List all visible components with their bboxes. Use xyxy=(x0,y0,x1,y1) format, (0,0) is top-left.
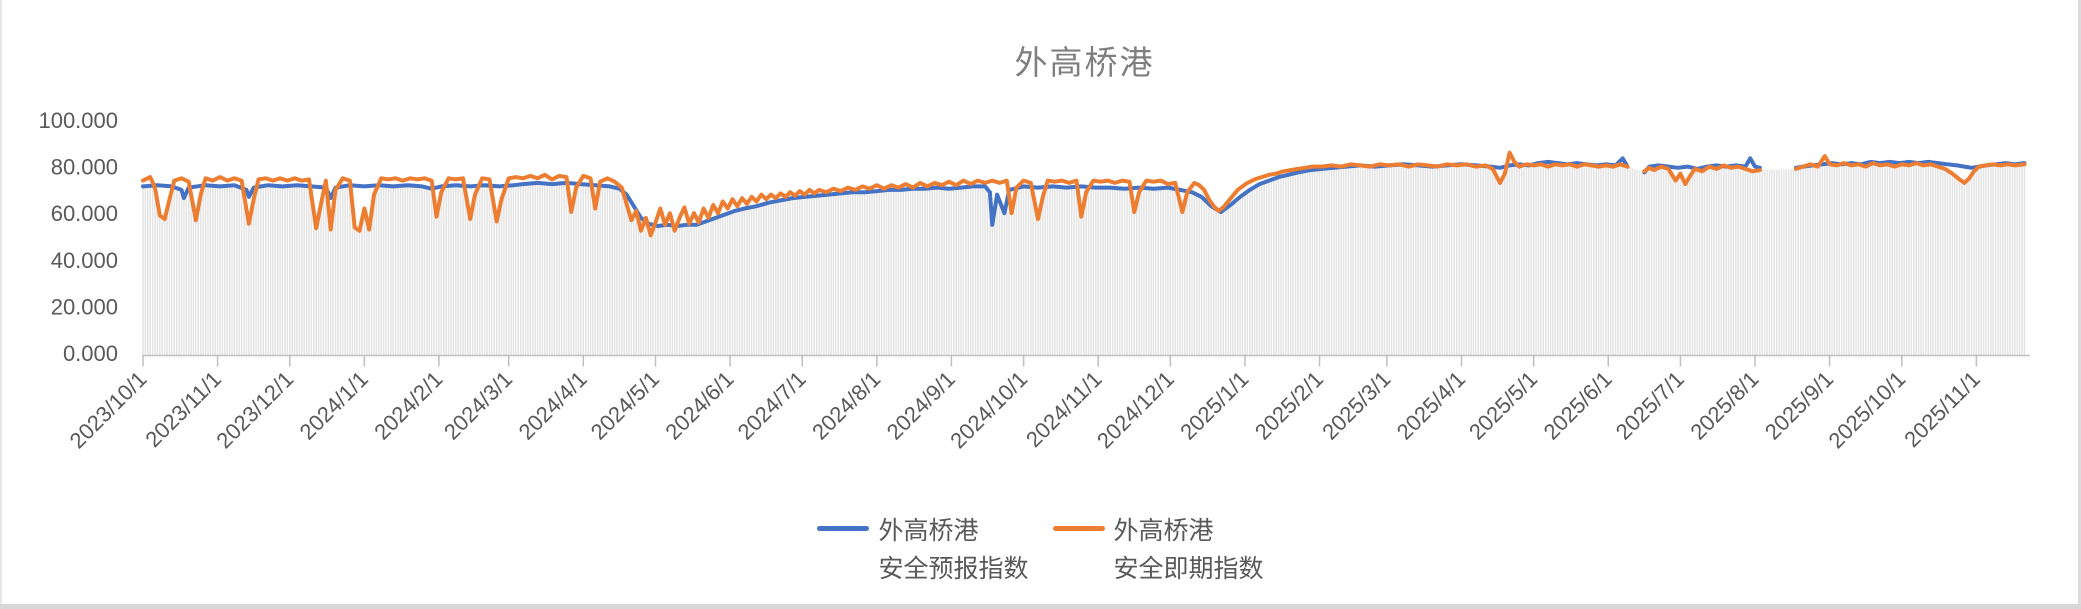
x-axis-label: 2024/2/1 xyxy=(369,366,447,444)
legend-entry-forecast[interactable]: 外高桥港 安全预报指数 xyxy=(817,512,1029,588)
legend-label-forecast-line1: 外高桥港 xyxy=(878,517,979,545)
x-axis-label: 2024/11/1 xyxy=(1021,366,1107,452)
y-axis-label: 60.000 xyxy=(51,201,118,226)
x-axis-label: 2024/4/1 xyxy=(514,366,592,444)
x-axis-label: 2023/11/1 xyxy=(140,366,226,452)
legend-line-swatch-orange xyxy=(1052,526,1105,531)
legend-line-swatch-blue xyxy=(817,526,870,531)
daily-bars xyxy=(142,163,2026,355)
x-axis-label: 2024/6/1 xyxy=(660,366,738,444)
y-axis-label: 40.000 xyxy=(51,248,118,273)
x-axis-label: 2025/8/1 xyxy=(1685,366,1763,444)
x-axis-label: 2024/8/1 xyxy=(807,366,885,444)
x-axis-label: 2024/5/1 xyxy=(586,366,664,444)
x-axis-label: 2024/3/1 xyxy=(439,366,517,444)
x-axis-label: 2024/1/1 xyxy=(295,366,373,444)
legend-label-forecast-line2: 安全预报指数 xyxy=(878,555,1029,583)
window-edge-right xyxy=(2078,0,2081,609)
x-axis-label: 2025/2/1 xyxy=(1250,366,1328,444)
x-axis-label: 2025/5/1 xyxy=(1464,366,1542,444)
legend-label-spot-line2: 安全即期指数 xyxy=(1113,555,1264,583)
x-axis-label: 2024/10/1 xyxy=(945,366,1032,453)
x-axis-label: 2024/7/1 xyxy=(733,366,811,444)
chart-legend: 外高桥港 安全预报指数 外高桥港 安全即期指数 xyxy=(0,512,2081,588)
series-line-spot xyxy=(141,150,2027,238)
legend-entry-spot[interactable]: 外高桥港 安全即期指数 xyxy=(1052,512,1264,588)
x-axis-label: 2025/11/1 xyxy=(1899,366,1985,452)
legend-label-spot-line1: 外高桥港 xyxy=(1113,517,1214,545)
y-axis-label: 80.000 xyxy=(51,155,118,180)
x-axis-label: 2025/7/1 xyxy=(1611,366,1689,444)
x-axis-label: 2025/3/1 xyxy=(1317,366,1395,444)
x-axis-label: 2025/6/1 xyxy=(1539,366,1617,444)
x-axis-label: 2023/10/1 xyxy=(65,366,152,453)
x-axis-label: 2024/12/1 xyxy=(1092,366,1179,453)
x-axis-label: 2025/4/1 xyxy=(1392,366,1470,444)
x-axis-label: 2023/12/1 xyxy=(211,366,298,453)
chart-title: 外高桥港 xyxy=(1014,44,1155,81)
y-axis-label: 0.000 xyxy=(63,341,118,366)
x-axis-label: 2025/1/1 xyxy=(1175,366,1253,444)
y-axis-label: 20.000 xyxy=(51,294,118,319)
x-axis-label: 2025/10/1 xyxy=(1823,366,1910,453)
y-axis-label: 100.000 xyxy=(38,108,118,133)
window-edge-bottom xyxy=(0,604,2081,609)
window-edge-left xyxy=(0,0,2,609)
